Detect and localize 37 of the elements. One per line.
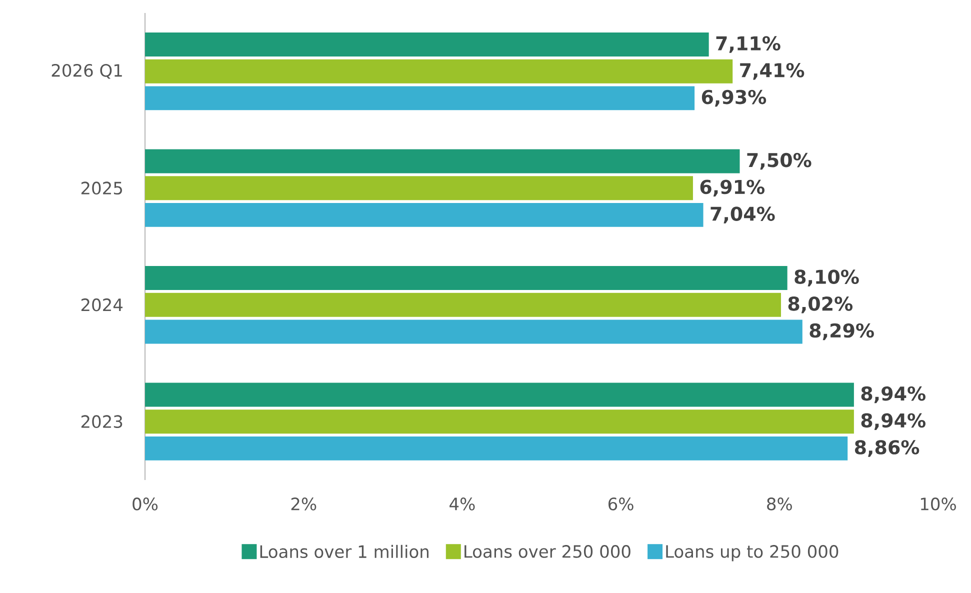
bar bbox=[145, 292, 781, 317]
data-label: 8,94% bbox=[861, 386, 926, 404]
bar bbox=[145, 266, 788, 290]
bar bbox=[145, 32, 709, 56]
bar bbox=[145, 176, 693, 200]
bar bbox=[145, 86, 695, 110]
bar bbox=[145, 382, 854, 407]
data-label: 8,02% bbox=[788, 296, 853, 314]
y-tick-label: 2026 Q1 bbox=[52, 64, 122, 79]
data-label: 8,86% bbox=[854, 440, 920, 457]
data-label: 7,50% bbox=[747, 152, 812, 170]
bar bbox=[145, 59, 733, 84]
legend-label: Loans up to 250 000 bbox=[666, 545, 838, 562]
data-label: 8,29% bbox=[810, 323, 874, 340]
bar bbox=[145, 410, 854, 434]
data-label: 6,93% bbox=[702, 90, 766, 107]
bar bbox=[145, 203, 704, 227]
data-label: 8,10% bbox=[794, 270, 859, 286]
x-tick-label: 10% bbox=[920, 498, 956, 510]
data-label: 7,11% bbox=[716, 36, 780, 53]
bar bbox=[145, 149, 740, 174]
bar bbox=[145, 320, 802, 344]
bar bbox=[145, 436, 848, 460]
data-label: 8,94% bbox=[861, 413, 926, 430]
y-tick-label: 2025 bbox=[81, 182, 122, 195]
x-tick-label: 2% bbox=[291, 498, 316, 510]
y-tick-label: 2023 bbox=[81, 415, 122, 428]
data-label: 6,91% bbox=[700, 180, 764, 197]
legend-label: Loans over 1 million bbox=[260, 544, 428, 558]
x-tick-label: 8% bbox=[767, 498, 792, 510]
x-tick-label: 0% bbox=[132, 498, 158, 510]
legend-label: Loans over 250 000 bbox=[464, 545, 630, 558]
data-label: 7,41% bbox=[740, 62, 804, 80]
data-label: 7,04% bbox=[710, 206, 775, 224]
x-tick-label: 6% bbox=[608, 498, 634, 510]
x-tick-label: 4% bbox=[450, 498, 475, 510]
y-tick-label: 2024 bbox=[81, 298, 123, 312]
